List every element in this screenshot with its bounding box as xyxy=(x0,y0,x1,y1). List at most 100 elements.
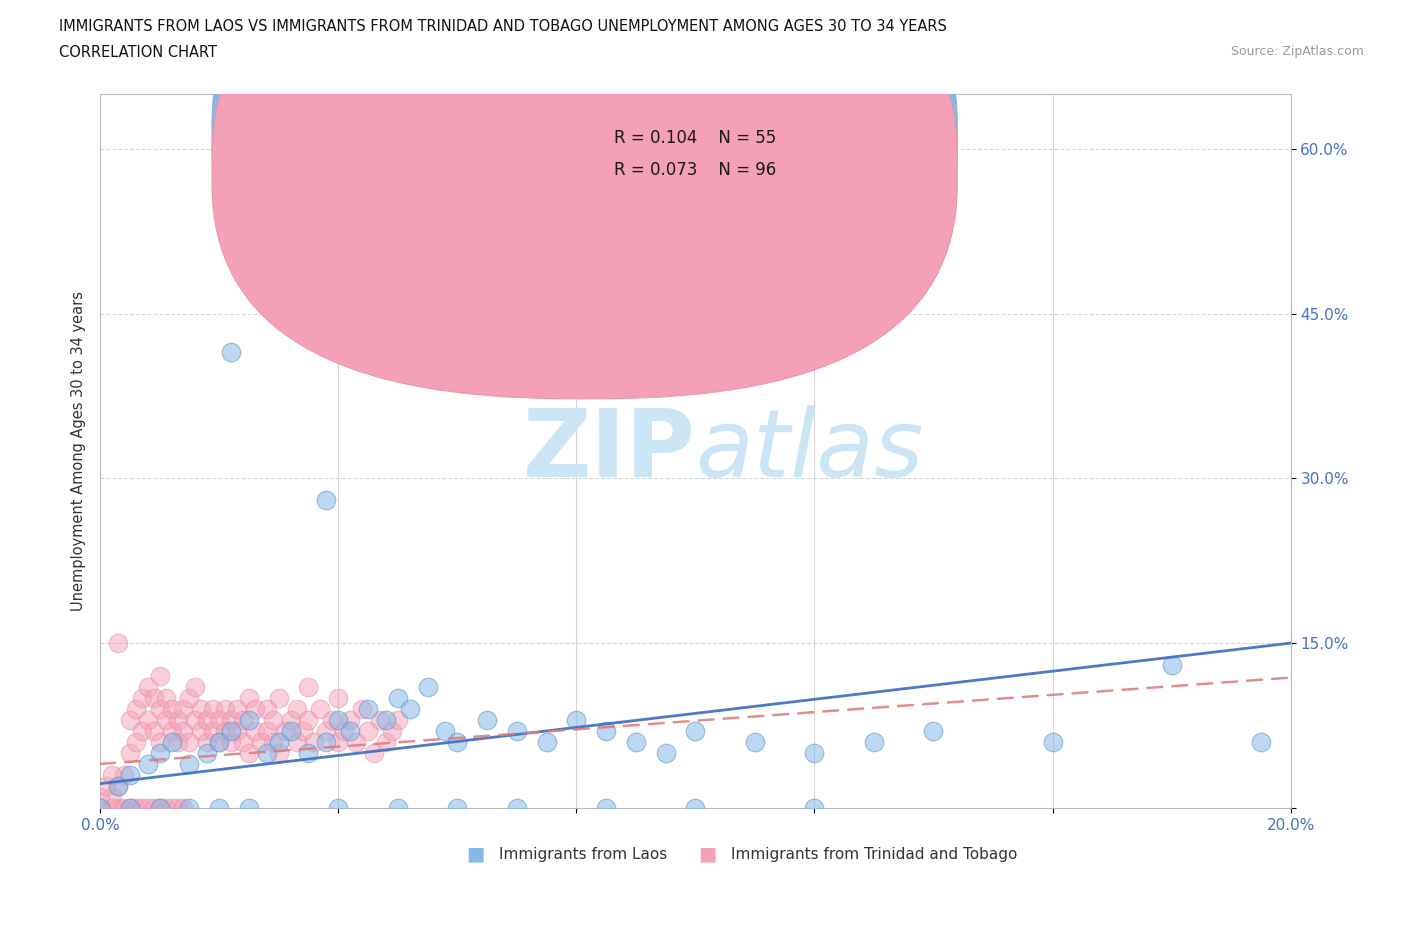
Point xyxy=(256,746,278,761)
Point xyxy=(387,801,409,816)
Point xyxy=(160,701,183,716)
Text: R = 0.073    N = 96: R = 0.073 N = 96 xyxy=(614,161,776,179)
Point xyxy=(202,724,225,738)
Text: ■: ■ xyxy=(465,844,484,864)
Point xyxy=(285,735,308,750)
Point xyxy=(94,778,117,793)
Point xyxy=(350,701,373,716)
Point xyxy=(112,767,135,782)
Point xyxy=(595,724,617,738)
Point xyxy=(214,701,236,716)
Point xyxy=(179,801,201,816)
Point xyxy=(142,691,165,706)
Point xyxy=(219,735,242,750)
Point xyxy=(328,691,350,706)
Point xyxy=(149,746,172,761)
Point xyxy=(374,712,396,727)
Point xyxy=(1160,658,1182,672)
Point xyxy=(339,724,361,738)
Point xyxy=(149,669,172,684)
Point xyxy=(136,801,159,816)
Point xyxy=(267,735,290,750)
Text: CORRELATION CHART: CORRELATION CHART xyxy=(59,45,217,60)
Point xyxy=(131,724,153,738)
Point xyxy=(250,735,273,750)
Point xyxy=(357,724,380,738)
Point xyxy=(297,712,319,727)
FancyBboxPatch shape xyxy=(212,0,957,366)
Point xyxy=(654,746,676,761)
Point xyxy=(107,635,129,650)
Point xyxy=(172,724,194,738)
Point xyxy=(190,701,212,716)
Point xyxy=(195,735,218,750)
Point xyxy=(475,712,498,727)
Point xyxy=(219,712,242,727)
Point xyxy=(304,735,326,750)
Text: Source: ZipAtlas.com: Source: ZipAtlas.com xyxy=(1230,45,1364,58)
Point xyxy=(565,712,588,727)
Point xyxy=(398,701,420,716)
Point xyxy=(291,724,314,738)
Point xyxy=(166,801,188,816)
Point xyxy=(179,735,201,750)
Point xyxy=(595,801,617,816)
Point xyxy=(262,735,284,750)
Point xyxy=(339,712,361,727)
Point xyxy=(131,801,153,816)
Point xyxy=(267,746,290,761)
Point xyxy=(863,735,886,750)
Point xyxy=(446,735,468,750)
Point xyxy=(243,724,266,738)
Point xyxy=(89,801,111,816)
Point xyxy=(1042,735,1064,750)
Point xyxy=(160,735,183,750)
Point xyxy=(416,680,439,695)
Point xyxy=(219,345,242,360)
Point xyxy=(136,756,159,771)
Point xyxy=(328,801,350,816)
Point xyxy=(280,712,302,727)
Point xyxy=(184,712,207,727)
Point xyxy=(243,701,266,716)
Point xyxy=(125,801,148,816)
Point xyxy=(179,691,201,706)
Point xyxy=(297,746,319,761)
Point xyxy=(142,724,165,738)
Point xyxy=(142,801,165,816)
Point xyxy=(363,746,385,761)
Text: Immigrants from Trinidad and Tobago: Immigrants from Trinidad and Tobago xyxy=(731,846,1018,862)
Point xyxy=(125,735,148,750)
Point xyxy=(315,141,337,156)
Point xyxy=(101,801,124,816)
Point xyxy=(624,735,647,750)
Point xyxy=(357,701,380,716)
Point xyxy=(238,801,260,816)
Point xyxy=(315,735,337,750)
Point xyxy=(219,724,242,738)
Point xyxy=(922,724,945,738)
Point xyxy=(101,767,124,782)
Point xyxy=(202,701,225,716)
Point xyxy=(238,691,260,706)
Point xyxy=(179,756,201,771)
Point xyxy=(125,701,148,716)
Point xyxy=(118,746,141,761)
Point xyxy=(101,790,124,804)
Point xyxy=(208,735,231,750)
Point xyxy=(333,724,356,738)
Point xyxy=(155,712,177,727)
Point xyxy=(381,724,404,738)
Point xyxy=(155,801,177,816)
Point xyxy=(297,680,319,695)
Point xyxy=(744,735,766,750)
Point xyxy=(280,724,302,738)
Point xyxy=(107,778,129,793)
Point xyxy=(685,724,707,738)
Point xyxy=(328,735,350,750)
Point xyxy=(118,767,141,782)
Point xyxy=(685,801,707,816)
Point xyxy=(136,680,159,695)
Point xyxy=(107,778,129,793)
Point xyxy=(226,701,249,716)
